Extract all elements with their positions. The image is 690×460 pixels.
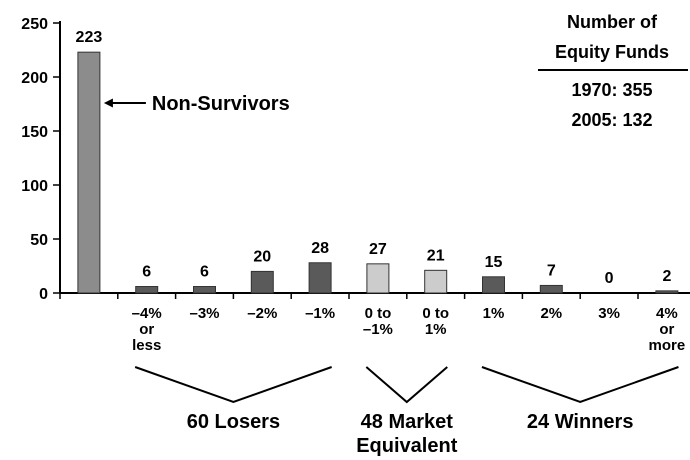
bar	[193, 286, 216, 294]
bar	[135, 286, 159, 294]
note-line: 1970: 355	[571, 80, 652, 100]
bar	[77, 51, 101, 294]
x-category-label: –1%	[305, 305, 335, 322]
group-label: 60 Losers	[187, 411, 280, 433]
x-category-label: 0 to	[422, 305, 449, 322]
bar-value-label: 6	[200, 264, 209, 281]
group-bracket	[134, 366, 332, 404]
x-category-label: 2%	[540, 305, 562, 322]
x-category-label: 1%	[483, 305, 505, 322]
x-category-label: 3%	[598, 305, 620, 322]
note-title: Number of	[567, 12, 658, 32]
bar-value-label: 7	[547, 262, 556, 279]
x-category-label: less	[132, 337, 161, 354]
annotation-label: Non-Survivors	[152, 93, 290, 115]
bar	[308, 262, 332, 294]
x-category-label: or	[139, 321, 154, 338]
y-tick-label: 150	[21, 124, 48, 141]
y-tick-label: 0	[39, 286, 48, 303]
bar-value-label: 223	[76, 29, 103, 46]
bar-value-label: 15	[485, 254, 503, 271]
x-category-label: more	[649, 337, 686, 354]
bar-value-label: 28	[311, 240, 329, 257]
group-bracket	[365, 366, 448, 404]
x-category-label: –2%	[247, 305, 277, 322]
x-category-label: or	[659, 321, 674, 338]
x-category-label: 0 to	[365, 305, 392, 322]
bar-value-label: 6	[142, 264, 151, 281]
group-label: 24 Winners	[527, 411, 634, 433]
x-category-label: 4%	[656, 305, 678, 322]
bar	[482, 276, 505, 294]
bar	[539, 284, 563, 294]
x-category-label: –4%	[132, 305, 162, 322]
group-label: Equivalent	[356, 435, 457, 457]
note-line: 2005: 132	[571, 110, 652, 130]
bar	[424, 269, 448, 294]
x-category-label: –1%	[363, 321, 393, 338]
x-category-label: 1%	[425, 321, 447, 338]
group-bracket	[481, 366, 679, 404]
y-tick-label: 200	[21, 70, 48, 87]
y-tick-label: 250	[21, 16, 48, 33]
note-title: Equity Funds	[555, 42, 669, 62]
bar-value-label: 2	[662, 268, 671, 285]
bar-value-label: 20	[253, 248, 271, 265]
annotation-arrow-head	[103, 98, 113, 108]
bar	[655, 290, 679, 294]
bar-value-label: 0	[605, 270, 614, 287]
bar	[250, 270, 274, 294]
y-tick-label: 50	[30, 232, 48, 249]
bar	[366, 263, 390, 294]
group-label: 48 Market	[361, 411, 454, 433]
y-tick-label: 100	[21, 178, 48, 195]
bar-value-label: 21	[427, 247, 445, 264]
x-category-label: –3%	[189, 305, 219, 322]
bar-value-label: 27	[369, 241, 387, 258]
